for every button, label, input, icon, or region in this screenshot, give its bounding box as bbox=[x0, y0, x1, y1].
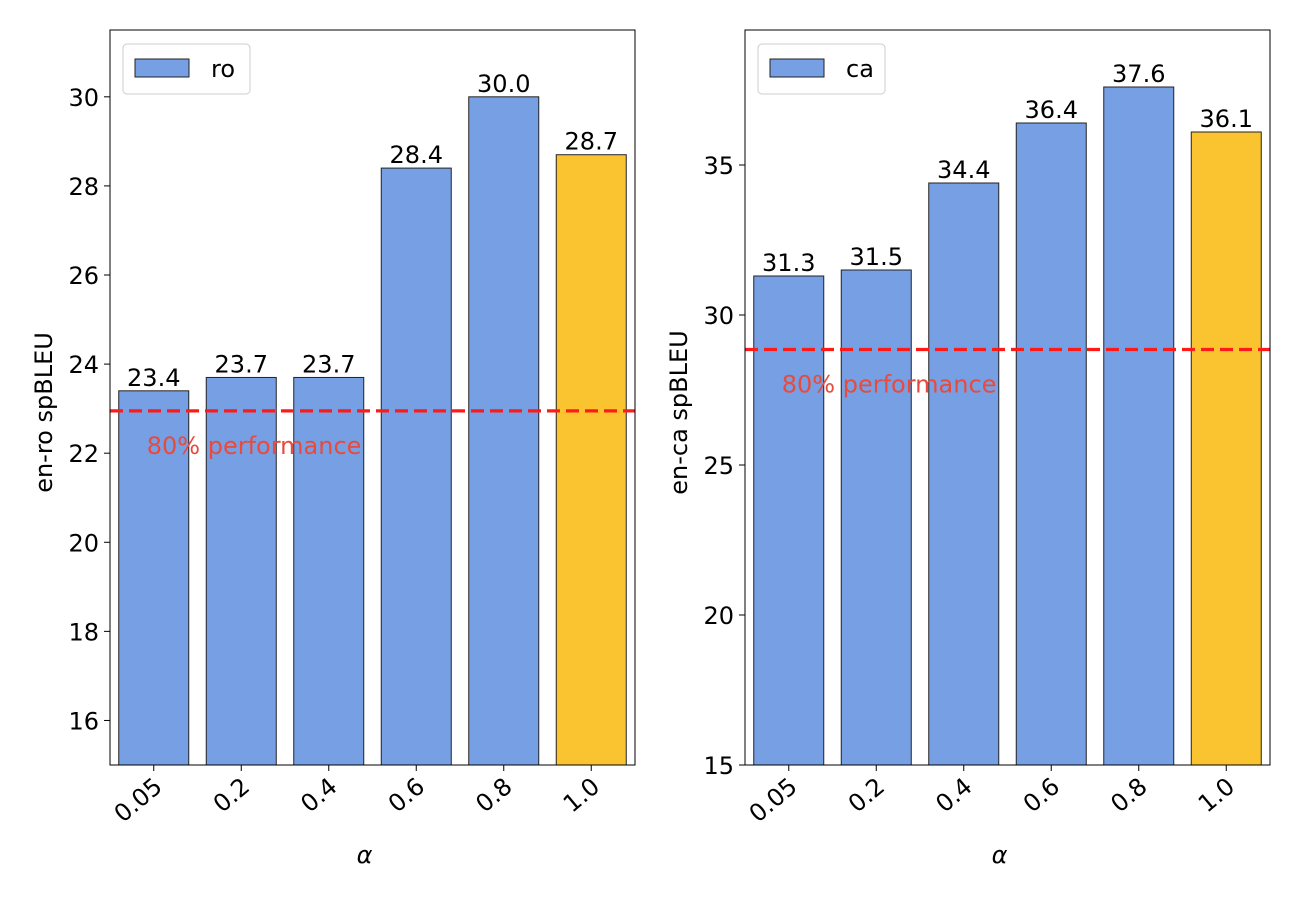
data-label: 36.1 bbox=[1200, 105, 1253, 133]
bar-0-6 bbox=[380, 167, 452, 766]
y-tick-label: 22 bbox=[68, 440, 99, 468]
x-tick-label: 0.6 bbox=[383, 772, 430, 818]
plot-frame bbox=[744, 29, 1271, 766]
data-label: 23.4 bbox=[127, 364, 180, 392]
y-tick-label: 20 bbox=[703, 602, 734, 630]
bar-0-05 bbox=[753, 275, 825, 766]
bar-1-0 bbox=[555, 154, 627, 766]
bar-0-8 bbox=[468, 96, 540, 766]
x-tick-label: 0.8 bbox=[470, 772, 517, 818]
legend-label: ro bbox=[211, 55, 235, 83]
y-tick-label: 25 bbox=[703, 452, 734, 480]
data-label: 31.5 bbox=[850, 243, 903, 271]
y-tick-label: 16 bbox=[68, 707, 99, 735]
bar-0-05 bbox=[118, 390, 190, 766]
data-label: 28.4 bbox=[390, 141, 443, 169]
chart-en-ro: 23.4 23.7 23.7 28.4 30.0 28.7 80% performance 1… bbox=[30, 29, 636, 869]
x-tick-label: 1.0 bbox=[1193, 772, 1240, 818]
y-tick-label: 28 bbox=[68, 173, 99, 201]
reference-line-label: 80% performance bbox=[782, 371, 997, 399]
data-label: 23.7 bbox=[302, 350, 355, 378]
y-tick-label: 30 bbox=[703, 302, 734, 330]
x-tick-label: 0.6 bbox=[1018, 772, 1065, 818]
x-axis-label: α bbox=[357, 841, 373, 869]
bar-0-4 bbox=[928, 182, 1000, 766]
bar-0-4 bbox=[293, 376, 365, 766]
reference-line-label: 80% performance bbox=[147, 432, 362, 460]
bar-0-8 bbox=[1103, 86, 1175, 766]
x-tick-label: 0.2 bbox=[208, 772, 255, 818]
data-label: 34.4 bbox=[937, 156, 990, 184]
data-label: 23.7 bbox=[215, 350, 268, 378]
y-tick-label: 30 bbox=[68, 84, 99, 112]
bar-1-0 bbox=[1190, 131, 1262, 766]
y-axis-label: en-ca spBLEU bbox=[665, 330, 693, 494]
data-label: 30.0 bbox=[477, 70, 530, 98]
bar-0-2 bbox=[840, 269, 912, 766]
x-tick-label: 1.0 bbox=[558, 772, 605, 818]
x-tick-label: 0.4 bbox=[930, 772, 977, 818]
x-axis-label: α bbox=[992, 841, 1008, 869]
y-tick-label: 15 bbox=[703, 752, 734, 780]
y-tick-label: 20 bbox=[68, 529, 99, 557]
data-label: 37.6 bbox=[1112, 60, 1165, 88]
y-tick-label: 18 bbox=[68, 618, 99, 646]
data-label: 36.4 bbox=[1025, 96, 1078, 124]
data-label: 31.3 bbox=[762, 249, 815, 277]
legend-swatch bbox=[769, 58, 825, 78]
bar-0-2 bbox=[205, 376, 277, 766]
y-tick-label: 26 bbox=[68, 262, 99, 290]
bar-0-6 bbox=[1015, 122, 1087, 766]
plot-frame bbox=[109, 29, 636, 766]
y-tick-label: 24 bbox=[68, 351, 99, 379]
x-tick-label: 0.8 bbox=[1105, 772, 1152, 818]
legend-label: ca bbox=[846, 55, 874, 83]
x-tick-label: 0.05 bbox=[744, 772, 803, 828]
x-tick-label: 0.05 bbox=[109, 772, 168, 828]
legend-swatch bbox=[134, 58, 190, 78]
y-tick-label: 35 bbox=[703, 152, 734, 180]
x-tick-label: 0.4 bbox=[295, 772, 342, 818]
x-tick-label: 0.2 bbox=[843, 772, 890, 818]
y-axis-label: en-ro spBLEU bbox=[30, 332, 58, 493]
chart-en-ca: 31.3 31.5 34.4 36.4 37.6 36.1 80% performance 1… bbox=[665, 29, 1271, 869]
data-label: 28.7 bbox=[565, 128, 618, 156]
